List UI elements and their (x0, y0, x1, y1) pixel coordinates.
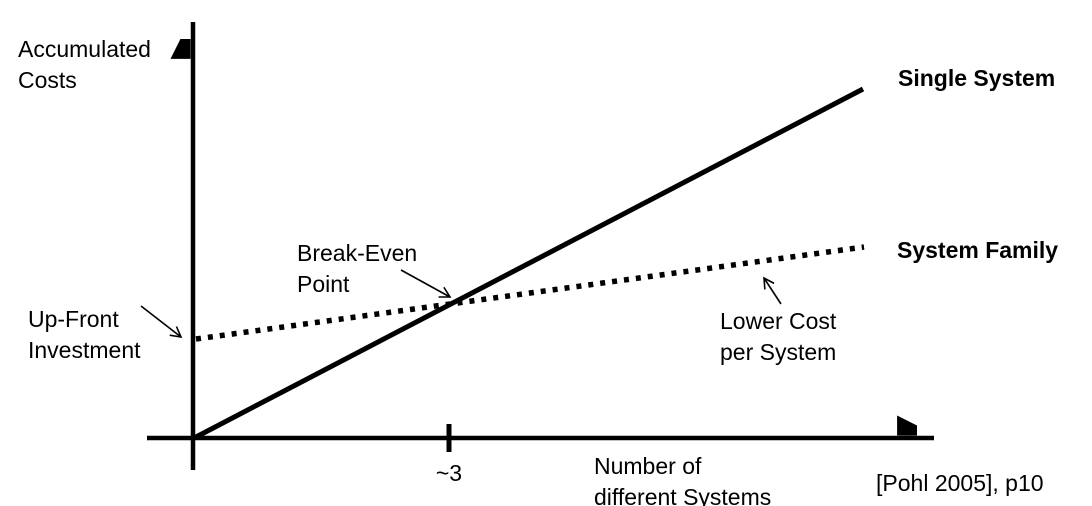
system-family-line (195, 244, 865, 342)
system-family-label: System Family (897, 237, 1059, 263)
up-front-arrow (140, 305, 183, 339)
break-even-arrow (400, 269, 452, 298)
lower-cost-label: Lower Cost per System (720, 308, 837, 365)
lower-cost-arrow (763, 276, 782, 305)
y-axis-label: Accumulated Costs (18, 36, 151, 93)
x-axis-label: Number of different Systems (594, 453, 772, 506)
x-tick-label: ~3 (435, 460, 463, 486)
single-system-line (194, 86, 865, 440)
break-even-label: Break-Even Point (297, 240, 418, 297)
single-system-label: Single System (898, 65, 1056, 91)
citation: [Pohl 2005], p10 (876, 470, 1044, 496)
up-front-label: Up-Front Investment (28, 306, 141, 363)
